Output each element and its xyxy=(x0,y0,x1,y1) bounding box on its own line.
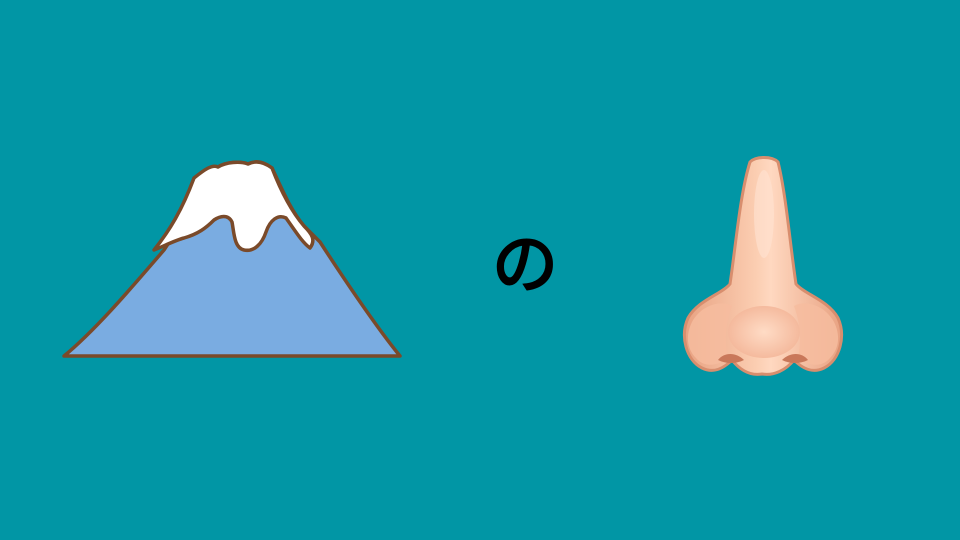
particle-no-text: の xyxy=(492,226,558,303)
mount-fuji-icon xyxy=(62,160,402,358)
nose-icon xyxy=(683,156,843,376)
